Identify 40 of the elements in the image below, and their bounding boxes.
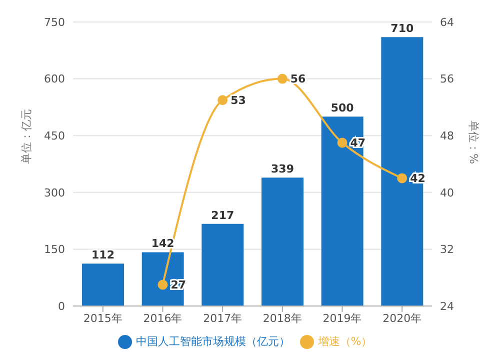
bar — [82, 264, 124, 306]
y-tick-label: 750 — [44, 16, 65, 29]
point — [397, 173, 408, 184]
x-tick-label: 2019年 — [322, 312, 362, 325]
y2-tick-label: 32 — [440, 243, 454, 256]
x-tick-label: 2018年 — [262, 312, 302, 325]
y-tick-label: 300 — [44, 186, 65, 200]
data-label: 339 — [271, 162, 294, 176]
bar — [381, 37, 424, 306]
data-label: 500 — [330, 102, 354, 115]
legend-label: 中国人工智能市场规模（亿元） — [136, 335, 290, 348]
y-tick-label: 150 — [44, 243, 65, 256]
y2-tick-label: 48 — [440, 130, 454, 143]
bar — [321, 116, 364, 306]
y2-axis-title: 单位：% — [467, 120, 480, 164]
y2-tick-label: 56 — [440, 72, 454, 86]
bar — [202, 224, 244, 306]
x-tick-label: 2020年 — [382, 312, 422, 325]
point — [158, 280, 168, 290]
y-tick-label: 450 — [44, 130, 65, 143]
data-label: 53 — [230, 94, 246, 108]
point — [337, 138, 348, 148]
y2-tick-label: 64 — [440, 16, 454, 29]
bar — [262, 178, 304, 306]
legend-label: 增速（%） — [318, 335, 372, 348]
y-axis-title: 单位：亿元 — [20, 109, 33, 164]
y-tick-label: 600 — [44, 72, 65, 86]
x-tick-label: 2016年 — [143, 312, 182, 325]
data-label: 56 — [290, 72, 306, 86]
y-tick-label: 0 — [58, 300, 65, 313]
data-label: 217 — [211, 208, 234, 222]
x-tick-label: 2015年 — [83, 312, 122, 325]
data-label: 112 — [92, 248, 114, 262]
y2-tick-label: 24 — [440, 300, 454, 313]
data-label: 710 — [390, 22, 414, 36]
point — [277, 74, 288, 84]
bar — [142, 252, 184, 306]
point — [218, 95, 228, 106]
x-tick-label: 2017年 — [203, 312, 242, 325]
y2-tick-label: 40 — [440, 186, 454, 200]
